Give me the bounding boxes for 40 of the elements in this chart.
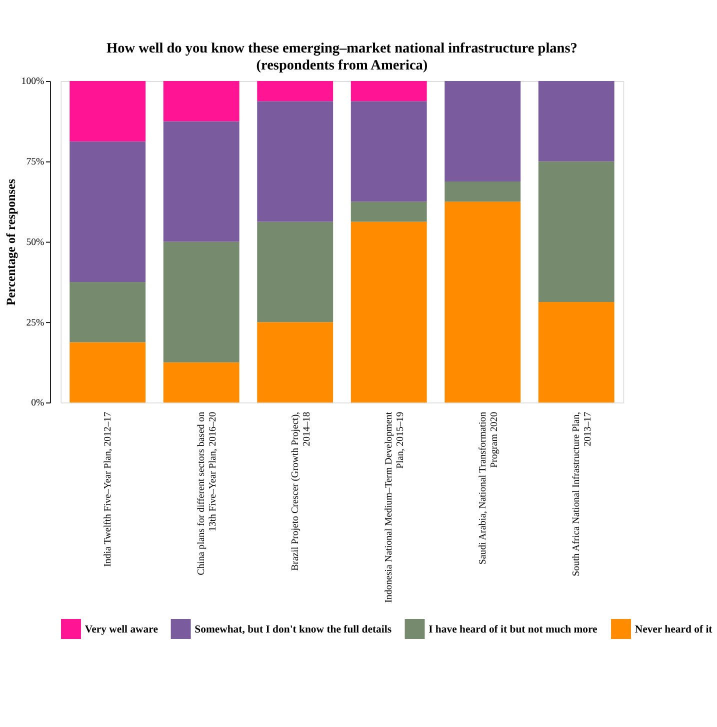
bar [350, 101, 427, 202]
bar [70, 141, 146, 282]
x-tick-label: India Twelfth Five–Year Plan, 2012–17 [102, 412, 114, 567]
bar [444, 202, 521, 403]
bar [257, 322, 334, 403]
x-tick-label: South Africa National Infrastructure Plan, 2013–17 [571, 412, 594, 576]
y-axis-title: Percentage of responses [4, 178, 18, 306]
y-tick-label: 75% [26, 156, 44, 168]
bar [444, 182, 521, 202]
chart-title: How well do you know these emerging–market national infrastructure plans? [106, 40, 578, 56]
bar [350, 202, 427, 222]
bar [257, 81, 334, 102]
x-tick-label: Indonesia National Medium–Term Development Plan, 2015–19 [384, 412, 406, 603]
bar [70, 282, 146, 342]
y-tick-label: 0% [31, 398, 44, 409]
bar [350, 81, 427, 102]
legend-label: Somewhat, but I don't know the full details [194, 624, 392, 636]
y-tick-label: 100% [21, 76, 44, 88]
legend-label: Never heard of it [634, 624, 713, 636]
bar [538, 302, 614, 403]
bar [70, 81, 146, 142]
bar [163, 121, 240, 242]
chart-subtitle: (respondents from America) [256, 57, 428, 74]
legend-label: Very well aware [84, 624, 158, 636]
bar [163, 362, 240, 403]
bar [257, 101, 334, 222]
bar [163, 81, 240, 122]
bar [257, 222, 334, 322]
y-tick-label: 25% [26, 317, 44, 328]
bar [350, 222, 427, 403]
x-tick-label: Saudi Arabia, National Transformation Program 2020 [477, 412, 500, 565]
x-tick-label: China plans for different sectors based on 13th Five–Year Plan, 2016–20 [196, 412, 219, 576]
bar [70, 342, 146, 403]
bar [163, 242, 240, 362]
x-tick-label: Brazil Projeto Crescer (Growth Project), 2014–18 [290, 412, 312, 571]
bar [444, 81, 521, 182]
bar [538, 81, 614, 162]
bar [538, 161, 614, 302]
y-tick-label: 50% [26, 236, 44, 248]
legend-label: I have heard of it but not much more [428, 624, 598, 636]
